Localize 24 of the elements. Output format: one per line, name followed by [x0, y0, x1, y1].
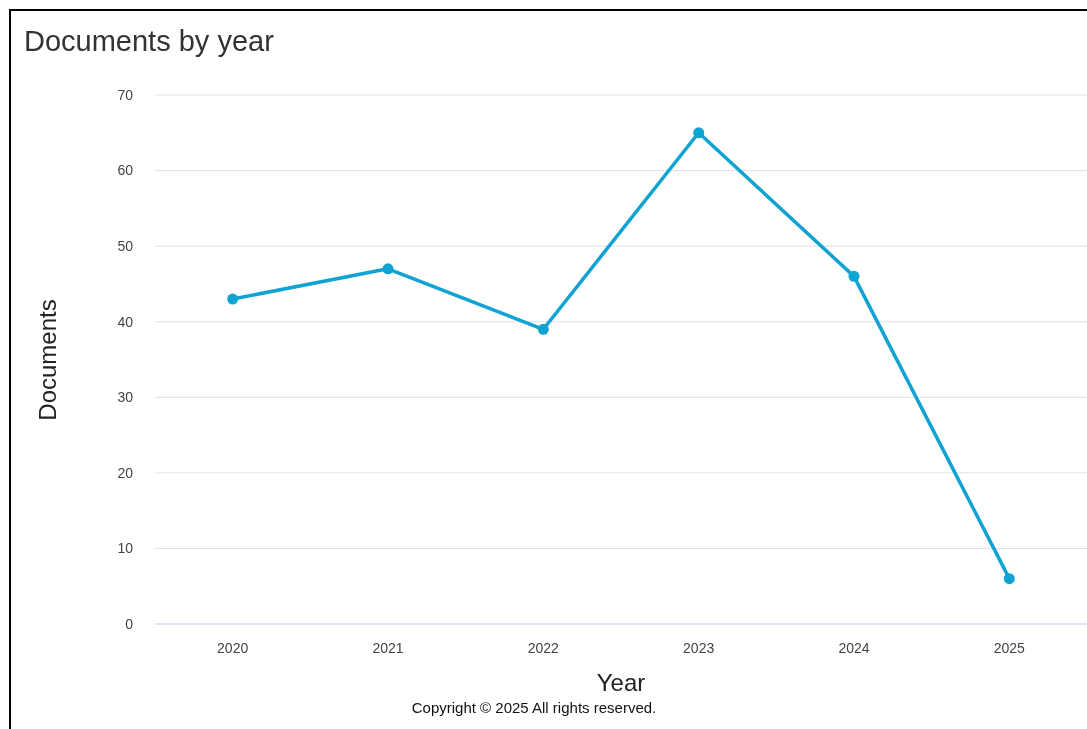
x-tick-label: 2025	[993, 640, 1026, 656]
y-tick-label: 70	[117, 86, 134, 103]
chart-title: Documents by year	[24, 25, 275, 57]
x-tick-label: 2024	[838, 640, 870, 656]
x-axis-title: Year	[596, 669, 646, 696]
x-tick-label: 2021	[372, 640, 404, 656]
y-tick-label: 30	[117, 389, 134, 406]
point	[382, 263, 394, 275]
point	[227, 293, 239, 305]
x-tick-label: 2023	[683, 640, 715, 656]
x-tick-label: 2020	[217, 640, 249, 656]
x-tick-label: 2022	[527, 640, 560, 656]
y-tick-label: 10	[117, 540, 134, 557]
y-axis-title: Documents	[34, 299, 61, 421]
point	[693, 127, 705, 139]
y-tick-label: 0	[125, 615, 134, 632]
point	[1003, 573, 1015, 585]
y-tick-label: 50	[117, 238, 134, 255]
y-tick-label: 20	[117, 464, 134, 481]
point	[848, 270, 860, 282]
point	[537, 323, 549, 335]
y-tick-label: 40	[117, 313, 134, 330]
y-tick-label: 60	[117, 162, 134, 179]
text: Copyright © 2025 All rights reserved.	[411, 699, 657, 716]
